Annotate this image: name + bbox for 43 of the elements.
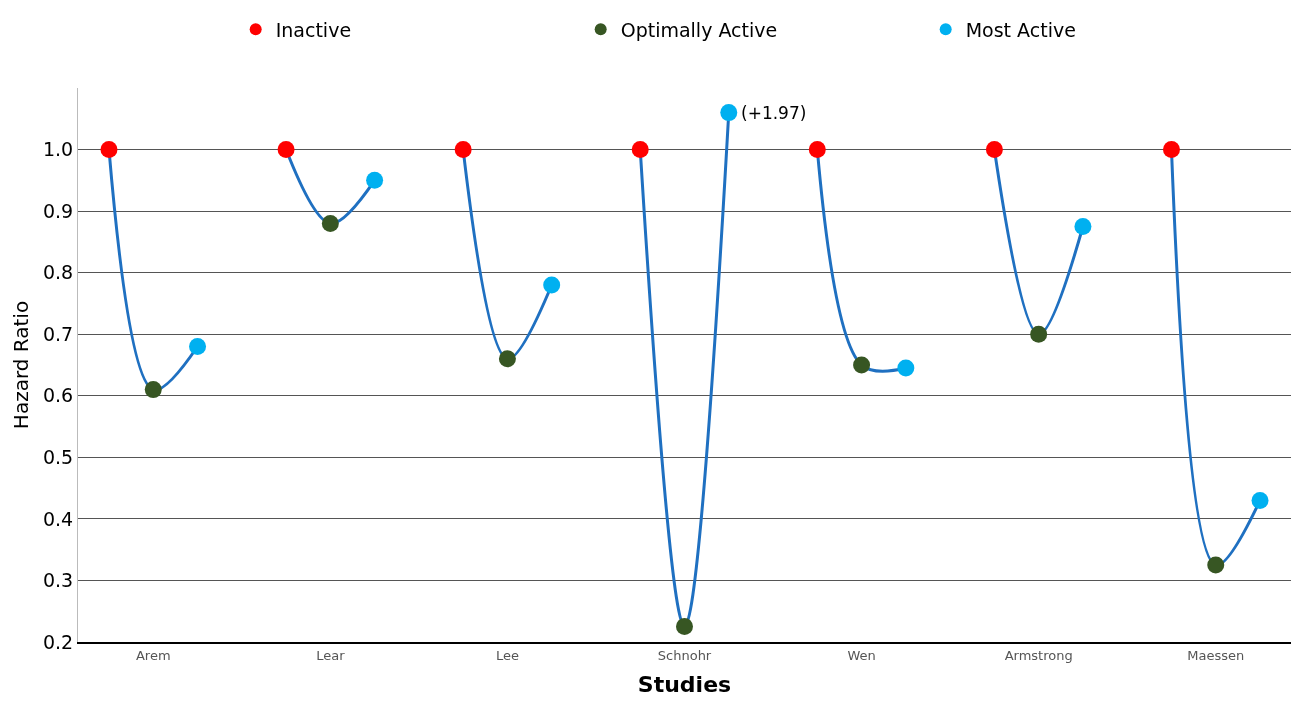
y-tick-label: 0.7 [42,322,74,345]
y-tick-label: 0.8 [42,261,74,284]
point [897,359,915,377]
x-tick-label: Wen [847,647,876,663]
y-tick-label: 0.4 [42,507,74,530]
point [189,338,207,356]
y-tick-label: 0.6 [42,384,74,407]
point [100,141,118,159]
point [321,214,339,232]
point [454,141,472,159]
x-tick-label: Maessen [1187,647,1245,663]
y-tick-label: 0.3 [42,569,74,592]
x-tick-label: Armstrong [1004,647,1073,663]
point [676,618,693,636]
y-axis-title: Hazard Ratio [9,300,34,430]
y-tick-label: 1.0 [42,138,74,161]
x-tick-label: Lear [316,647,346,663]
y-tick-label: 0.5 [42,445,74,468]
point [853,356,871,374]
point [144,381,162,399]
point [720,104,738,122]
annotation: (+1.97) [741,103,807,123]
x-tick-label: Arem [135,647,171,663]
point [543,276,561,294]
point [1207,556,1225,574]
point [1074,218,1092,235]
x-tick-label: Lee [495,647,519,663]
point [1030,325,1048,343]
x-axis-title: Studies [637,672,732,697]
legend-label: Inactive [275,18,352,41]
legend-label: Most Active [965,18,1076,41]
y-tick-label: 0.9 [42,199,74,222]
point [808,141,826,159]
y-tick-label: 0.2 [42,630,74,653]
point [1251,491,1269,509]
point [985,141,1003,159]
point [498,350,516,368]
point [631,141,649,159]
point [277,141,295,159]
point [366,171,384,189]
legend-label: Optimally Active [620,18,778,41]
x-tick-label: Schnohr [657,647,712,663]
point [1162,141,1180,159]
